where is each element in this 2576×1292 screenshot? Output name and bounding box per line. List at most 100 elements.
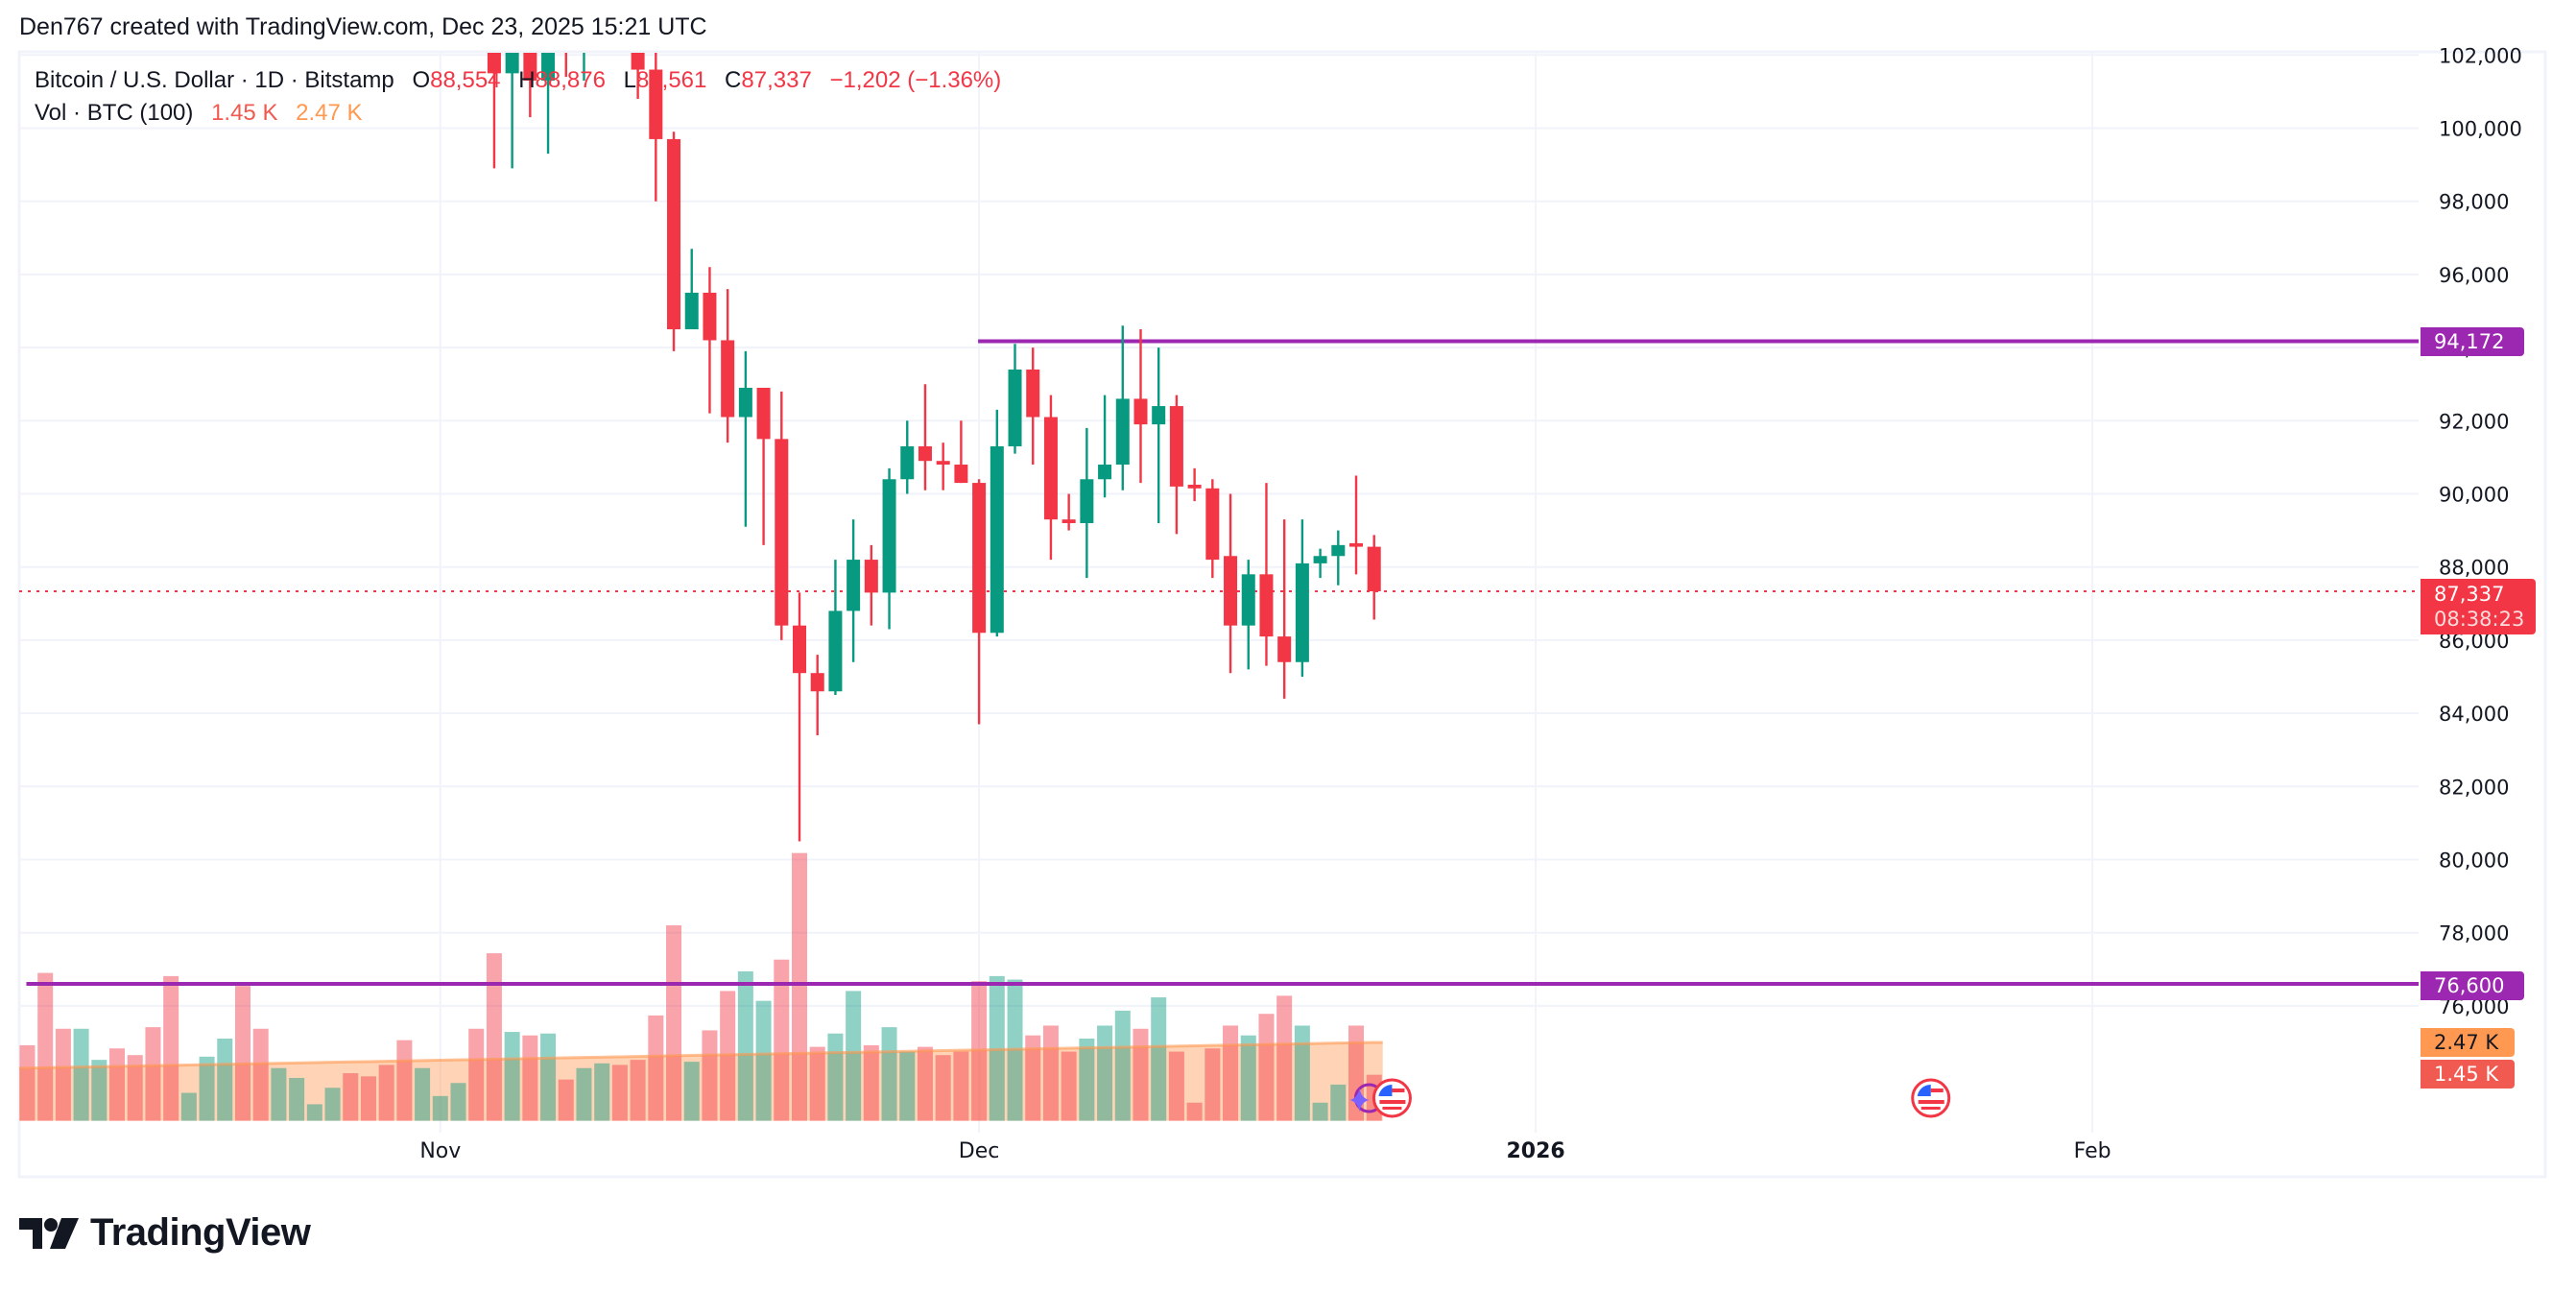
candle-body xyxy=(1277,636,1292,662)
price-tick-label: 102,000 xyxy=(2439,44,2522,67)
candle-body xyxy=(1367,546,1381,591)
volume-bar xyxy=(899,1051,916,1121)
volume-bar xyxy=(827,1033,844,1121)
candle-body xyxy=(954,465,968,484)
candle xyxy=(649,53,663,202)
volume-bar xyxy=(1079,1039,1095,1121)
candle-body xyxy=(1331,544,1346,557)
low-label: L xyxy=(623,67,636,93)
volume-bar xyxy=(702,1030,718,1121)
candle-body xyxy=(918,445,932,462)
candle-body xyxy=(775,439,789,626)
price-tick-label: 96,000 xyxy=(2439,264,2509,287)
volume-bar xyxy=(1223,1025,1239,1121)
candle-body xyxy=(1169,406,1183,487)
candle-body xyxy=(936,461,950,466)
candle-body xyxy=(793,625,806,674)
flag-stripe xyxy=(1918,1100,1944,1104)
flag-canton xyxy=(1917,1084,1931,1096)
volume-bar xyxy=(234,986,250,1121)
tradingview-logo[interactable]: TradingView xyxy=(19,1211,311,1255)
price-tick-label: 92,000 xyxy=(2439,410,2509,433)
volume-value: 1.45 K xyxy=(211,100,278,126)
volume-bar xyxy=(881,1027,897,1121)
volume-bar xyxy=(558,1079,574,1121)
candle-body xyxy=(721,340,735,418)
candle-body xyxy=(1313,556,1327,563)
candle xyxy=(613,0,627,33)
volume-bar xyxy=(163,975,179,1121)
volume-badge: 1.45 K xyxy=(2421,1060,2515,1089)
candle-body xyxy=(523,53,537,81)
us-flag-event-icon[interactable] xyxy=(1911,1078,1951,1118)
volume-bar xyxy=(594,1063,610,1121)
time-tick-label: Feb xyxy=(2074,1139,2111,1163)
candle xyxy=(1133,329,1148,484)
volume-bar xyxy=(180,1092,197,1121)
candle-body xyxy=(667,138,681,330)
time-tick-label: Dec xyxy=(959,1139,1000,1163)
candle xyxy=(1224,493,1238,674)
volume-bar xyxy=(1312,1102,1328,1121)
candle-body xyxy=(505,53,519,74)
volume-bar xyxy=(109,1048,126,1121)
volume-bar xyxy=(1097,1025,1113,1121)
time-axis[interactable]: Nov Dec 2026 Feb xyxy=(419,1139,2111,1163)
volume-bar xyxy=(360,1076,376,1121)
events[interactable] xyxy=(1349,1078,1951,1118)
candle xyxy=(738,350,752,527)
candle-body xyxy=(1133,398,1148,425)
volume-bar xyxy=(1168,1051,1184,1121)
flag-canton xyxy=(1378,1084,1393,1096)
candle xyxy=(1205,479,1220,579)
candle-body xyxy=(1098,465,1112,480)
candle xyxy=(684,249,699,330)
last-price: 87,337 xyxy=(2434,583,2505,606)
candle-body xyxy=(1205,488,1220,561)
volume-bar xyxy=(1240,1035,1256,1121)
symbol-title[interactable]: Bitcoin / U.S. Dollar · 1D · Bitstamp xyxy=(35,67,394,93)
volume-bar xyxy=(522,1035,538,1121)
volume-bar xyxy=(1133,1028,1149,1121)
horizontal-lines[interactable] xyxy=(19,339,2419,987)
candle-body xyxy=(631,53,645,70)
candle xyxy=(1115,325,1130,490)
candle xyxy=(882,467,896,630)
candle-body xyxy=(810,673,824,692)
candle-body xyxy=(1115,398,1130,466)
candle xyxy=(972,479,987,725)
us-flag-event-icon[interactable] xyxy=(1371,1078,1412,1118)
candle xyxy=(1008,344,1022,454)
flag-stripe xyxy=(1920,1107,1941,1110)
volume-bar xyxy=(630,1060,646,1121)
volume-bar xyxy=(324,1088,341,1121)
candle-body xyxy=(1349,542,1364,547)
price-tick-label: 88,000 xyxy=(2439,557,2509,580)
candle xyxy=(1277,519,1292,699)
candle-body xyxy=(1152,406,1166,425)
volume-bar xyxy=(432,1095,448,1121)
volume-title[interactable]: Vol · BTC (100) xyxy=(35,100,194,126)
volume-bar xyxy=(1330,1084,1347,1121)
flag-stripe xyxy=(1930,1089,1944,1092)
volume-bar xyxy=(666,925,682,1121)
candle xyxy=(1169,395,1183,535)
bar-countdown: 08:38:23 xyxy=(2434,608,2525,631)
volume-bar xyxy=(1061,1051,1077,1121)
volume-bar xyxy=(774,959,790,1121)
volume-bar xyxy=(73,1028,89,1121)
close-label: C xyxy=(725,67,742,93)
candle xyxy=(847,519,861,662)
price-tick-label: 100,000 xyxy=(2439,118,2522,141)
lower-line-price-badge: 76,600 xyxy=(2421,971,2524,1000)
tradingview-logo-icon xyxy=(19,1217,79,1249)
candle-body xyxy=(990,445,1004,634)
candle xyxy=(900,420,915,494)
candle-series xyxy=(487,0,1381,842)
candle xyxy=(1331,530,1346,586)
price-tick-label: 98,000 xyxy=(2439,191,2509,214)
candle xyxy=(631,53,645,100)
sparkle-icon[interactable] xyxy=(1349,1089,1370,1112)
volume-bar xyxy=(648,1015,664,1121)
